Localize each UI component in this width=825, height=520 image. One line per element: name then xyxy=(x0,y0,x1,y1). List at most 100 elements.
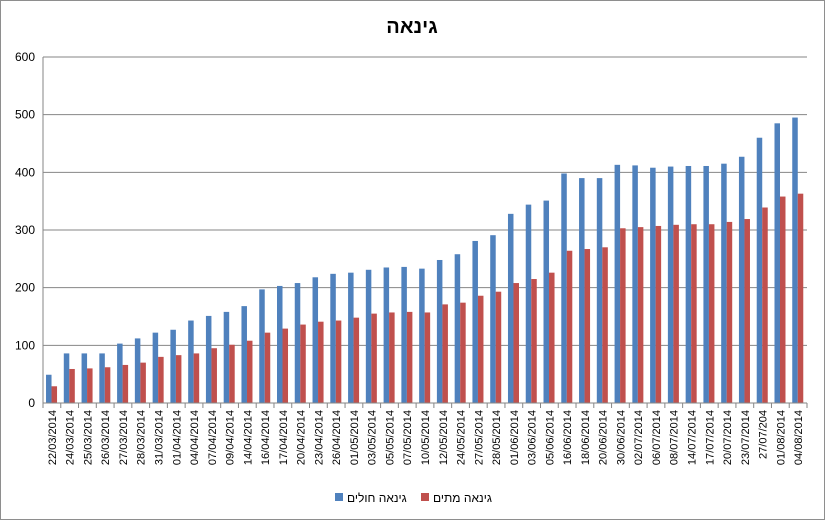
bar-cases xyxy=(774,123,780,403)
y-tick-label: 0 xyxy=(28,396,35,410)
x-tick-label: 30/06/2014 xyxy=(615,410,627,465)
bar-cases xyxy=(454,254,461,403)
x-tick-label: 17/07/2014 xyxy=(704,410,716,465)
y-tick-label: 200 xyxy=(15,281,35,295)
x-tick-label: 02/07/2014 xyxy=(633,410,645,465)
x-tick-label: 01/04/2014 xyxy=(171,410,183,465)
bar-cases xyxy=(205,315,212,403)
bar-cases xyxy=(99,353,105,403)
x-tick-label: 03/05/2014 xyxy=(367,410,379,465)
bar-deaths xyxy=(549,272,555,403)
bar-deaths xyxy=(406,311,413,403)
x-tick-label: 26/03/2014 xyxy=(100,410,112,465)
bar-deaths xyxy=(264,332,271,403)
bar-deaths xyxy=(691,224,697,403)
bar-cases xyxy=(277,285,283,403)
bar-cases xyxy=(152,332,159,403)
x-tick-label: 23/07/2014 xyxy=(740,410,752,465)
x-tick-label: 09/04/2014 xyxy=(225,410,237,465)
bar-deaths xyxy=(637,227,644,403)
bar-cases xyxy=(490,235,496,403)
x-tick-label: 20/06/2014 xyxy=(598,410,610,465)
bar-cases xyxy=(685,165,692,403)
bar-deaths xyxy=(779,196,786,403)
x-tick-label: 08/07/2014 xyxy=(669,410,681,465)
bar-deaths xyxy=(531,279,537,403)
bar-cases xyxy=(561,173,567,403)
bar-cases xyxy=(579,178,585,403)
bar-deaths xyxy=(477,295,484,403)
bar-cases xyxy=(134,338,141,403)
bar-deaths xyxy=(87,368,93,403)
bar-cases xyxy=(63,353,70,403)
x-tick-label: 05/06/2014 xyxy=(544,410,556,465)
legend-swatch-cases xyxy=(335,493,343,501)
bar-deaths xyxy=(584,249,591,403)
bar-deaths xyxy=(424,312,431,403)
bar-cases xyxy=(170,329,176,403)
bar-cases xyxy=(46,374,52,403)
x-tick-label: 24/05/2014 xyxy=(456,410,468,465)
bar-deaths xyxy=(300,324,306,403)
x-tick-label: 01/06/2014 xyxy=(509,410,521,465)
bar-deaths xyxy=(104,367,111,403)
x-tick-label: 24/03/2014 xyxy=(65,410,77,465)
bar-cases xyxy=(419,268,425,403)
bar-deaths xyxy=(566,250,573,403)
bar-cases xyxy=(614,164,621,403)
bar-deaths xyxy=(655,225,662,403)
bar-deaths xyxy=(797,193,804,403)
bar-cases xyxy=(667,166,674,403)
bar-deaths xyxy=(193,353,200,403)
bar-cases xyxy=(756,137,763,404)
bar-cases xyxy=(294,283,301,403)
bar-deaths xyxy=(744,219,750,403)
bars xyxy=(46,117,804,404)
x-tick-label: 17/04/2014 xyxy=(278,410,290,465)
x-tick-label: 14/04/2014 xyxy=(242,410,254,465)
x-tick-label: 28/05/2014 xyxy=(491,410,503,465)
chart-title: גינאה xyxy=(386,16,438,38)
bar-cases xyxy=(241,306,247,403)
x-tick-label: 16/04/2014 xyxy=(260,410,272,465)
bar-cases xyxy=(383,267,390,403)
bar-cases xyxy=(188,320,194,403)
x-tick-label: 18/06/2014 xyxy=(580,410,592,465)
bar-cases xyxy=(792,117,798,404)
bar-deaths xyxy=(762,207,768,403)
x-tick-label: 05/05/2014 xyxy=(384,410,396,465)
y-tick-label: 300 xyxy=(15,223,35,237)
gridlines xyxy=(43,56,807,346)
x-tick-label: 27/05/2014 xyxy=(473,410,485,465)
x-tick-label: 20/04/2014 xyxy=(296,410,308,465)
x-tick-label: 25/03/2014 xyxy=(82,410,94,465)
bar-cases xyxy=(348,272,354,403)
bar-deaths xyxy=(335,320,342,403)
bar-cases xyxy=(738,156,745,403)
bar-cases xyxy=(472,240,478,403)
legend-label-cases: גינאה חולים xyxy=(347,491,407,505)
bar-cases xyxy=(436,259,443,403)
bar-deaths xyxy=(371,313,377,403)
legend: גינאה חולים גינאה מתים xyxy=(335,491,492,505)
x-tick-label: 03/06/2014 xyxy=(527,410,539,465)
bar-cases xyxy=(650,167,656,403)
x-tick-label: 01/05/2014 xyxy=(349,410,361,465)
x-tick-label: 20/07/2014 xyxy=(722,410,734,465)
x-tick-label: 26/04/2014 xyxy=(331,410,343,465)
bar-deaths xyxy=(229,344,235,403)
bar-deaths xyxy=(211,348,217,403)
bar-cases xyxy=(312,277,319,403)
bar-deaths xyxy=(442,304,448,403)
y-tick-label: 400 xyxy=(15,165,35,179)
bar-cases xyxy=(365,269,372,403)
y-tick-label: 500 xyxy=(15,108,35,122)
x-tick-label: 01/08/2014 xyxy=(775,410,787,465)
bar-deaths xyxy=(673,224,679,403)
x-tick-label: 12/05/2014 xyxy=(438,410,450,465)
y-tick-label: 100 xyxy=(15,338,35,352)
bar-deaths xyxy=(318,321,324,403)
x-tick-label: 04/08/2014 xyxy=(793,410,805,465)
bar-cases xyxy=(721,163,727,403)
